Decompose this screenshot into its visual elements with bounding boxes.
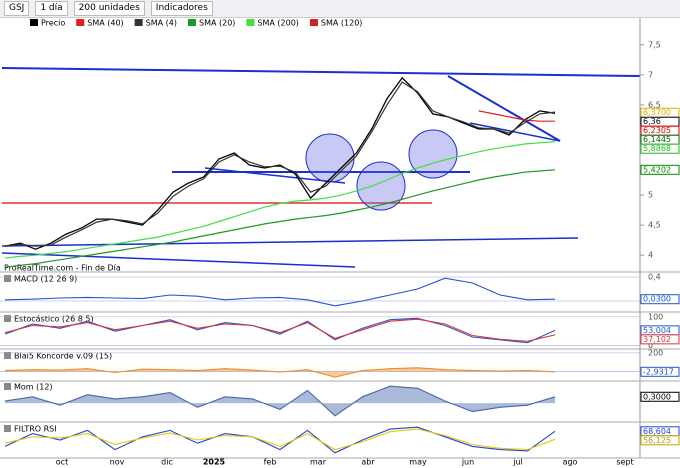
- x-tick-label: dic: [161, 458, 173, 467]
- toolbar: GSJ 1 día 200 unidades Indicadores: [0, 0, 680, 18]
- line: [4, 367, 556, 378]
- x-tick-label: sept: [616, 458, 633, 467]
- x-tick-label: jun: [461, 458, 474, 467]
- legend-swatch: [76, 19, 85, 26]
- legend-label: SMA (20): [199, 19, 235, 28]
- y-tick-label: 5: [648, 191, 653, 200]
- price-label-box: [640, 391, 680, 402]
- area: [5, 367, 555, 378]
- y-tick-label: 4: [648, 251, 653, 260]
- line: [478, 110, 555, 122]
- price-label: 0,3000: [643, 392, 671, 401]
- line: [4, 385, 556, 417]
- legend-label: SMA (4): [146, 19, 177, 28]
- legend-swatch: [309, 19, 318, 26]
- area: [5, 386, 555, 416]
- chart: ProRealTime.com - Fin de Día 7,5 7 6,5 5 4,5…: [0, 18, 680, 467]
- y-tick-label: 0,4: [648, 273, 661, 282]
- line: [4, 169, 556, 268]
- symbol[interactable]: GSJ: [4, 1, 30, 16]
- legend-swatch: [187, 19, 196, 26]
- legend-swatch: [134, 19, 143, 26]
- legend-label: SMA (40): [87, 19, 123, 28]
- line: [4, 277, 556, 307]
- price-label: 56,125: [643, 436, 671, 445]
- panel-title: Blai5 Koncorde v.09 (15): [14, 352, 112, 361]
- y-tick-label: 100: [648, 312, 663, 321]
- x-tick-label: oct: [56, 458, 68, 467]
- line: [4, 426, 556, 454]
- legend-label: Precio: [41, 19, 65, 28]
- price-label-box: [640, 366, 680, 377]
- line: [4, 318, 556, 342]
- price-label: 0,0300: [643, 295, 671, 304]
- price-label: 6,36: [643, 117, 661, 126]
- price-label: 5,8868: [643, 144, 671, 153]
- price-label: 37,102: [643, 335, 671, 344]
- indicators[interactable]: Indicadores: [150, 1, 213, 16]
- legend-label: SMA (200): [257, 19, 299, 28]
- y-tick-label: 200: [648, 348, 663, 357]
- units[interactable]: 200 unidades: [73, 1, 145, 16]
- price-label-box: [640, 294, 680, 305]
- x-tick-label: abr: [361, 458, 375, 467]
- panel-title: MACD (12 26 9): [14, 275, 77, 284]
- drawings: [1, 67, 641, 268]
- y-tick-label: 7,5: [648, 40, 661, 49]
- x-tick-label: 2025: [203, 458, 226, 467]
- x-tick-label: may: [409, 458, 427, 467]
- x-tick-label: feb: [264, 458, 277, 467]
- legend-swatch: [246, 19, 255, 26]
- legend-swatch: [30, 19, 38, 26]
- line: [4, 141, 556, 259]
- panel-title: Mom (12): [14, 383, 53, 392]
- panel-title: Estocástico (26 8 5): [14, 315, 94, 324]
- price-label: -2,9317: [643, 367, 674, 376]
- period[interactable]: 1 día: [35, 1, 68, 16]
- y-tick-label: 4,5: [648, 221, 661, 230]
- price-label: 6,1445: [643, 135, 671, 144]
- panel-icon: [4, 352, 11, 359]
- price-label-box: [640, 334, 680, 345]
- panel-title: FILTRO RSI: [14, 425, 57, 434]
- price-label: 5,4202: [643, 165, 671, 174]
- source: ProRealTime.com - Fin de Día: [4, 264, 121, 273]
- line: [4, 76, 556, 250]
- y-tick-label: 7: [648, 70, 653, 79]
- panel-icon: [4, 275, 11, 282]
- legend-label: SMA (120): [321, 19, 363, 28]
- price-label: 53,004: [643, 326, 671, 335]
- line: [4, 428, 556, 451]
- price-label-box: [640, 435, 680, 446]
- y-tick-label: 6,5: [648, 100, 661, 109]
- panel-icon: [4, 425, 11, 432]
- price-label: 6,2305: [643, 126, 671, 135]
- panel-icon: [4, 315, 11, 322]
- x-tick-label: ago: [563, 458, 578, 467]
- price-label-box: [640, 143, 680, 154]
- x-tick-label: nov: [110, 458, 125, 467]
- price-label: 6,3700: [643, 108, 671, 117]
- y-tick-label: 0: [648, 341, 653, 350]
- panel-icon: [4, 383, 11, 390]
- x-tick-label: mar: [310, 458, 327, 467]
- price-label-box: [640, 164, 680, 175]
- price-label: 68,604: [643, 427, 671, 436]
- x-tick-label: jul: [512, 458, 523, 467]
- line: [4, 81, 556, 247]
